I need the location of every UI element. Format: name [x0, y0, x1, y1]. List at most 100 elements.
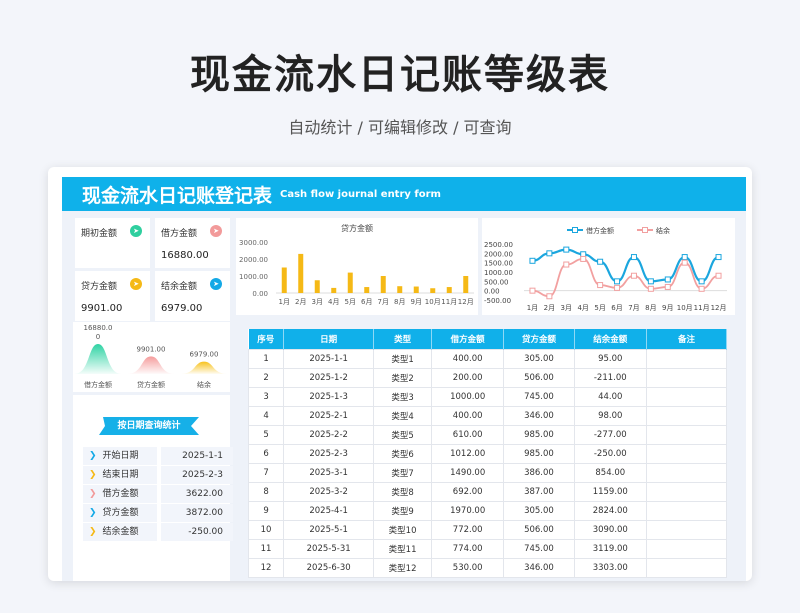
table-cell[interactable] — [646, 443, 727, 464]
table-cell[interactable] — [646, 519, 727, 540]
table-cell[interactable]: 2025-2-3 — [283, 443, 375, 464]
query-title: 按日期查询统计 — [99, 417, 199, 435]
table-cell[interactable]: 1970.00 — [430, 500, 505, 521]
table-cell[interactable]: 1000.00 — [430, 386, 505, 407]
table-cell[interactable]: 2025-1-3 — [283, 386, 375, 407]
table-cell[interactable]: 3 — [247, 386, 285, 407]
table-cell[interactable]: 类型2 — [373, 367, 432, 388]
table-cell[interactable]: 2025-5-1 — [283, 519, 375, 540]
x-tick-label: 7月 — [378, 298, 389, 306]
x-tick-label: 4月 — [577, 304, 588, 312]
table-cell[interactable]: 745.00 — [503, 386, 575, 407]
table-cell[interactable]: 400.00 — [430, 405, 505, 426]
table-cell[interactable]: 1490.00 — [430, 462, 505, 483]
table-cell[interactable]: 1 — [247, 348, 285, 369]
table-cell[interactable]: 610.00 — [430, 424, 505, 445]
table-cell[interactable]: 95.00 — [573, 348, 648, 369]
table-cell[interactable]: 11 — [247, 538, 285, 559]
table-cell[interactable]: 类型12 — [373, 557, 432, 578]
x-tick-label: 1月 — [279, 298, 290, 306]
table-cell[interactable]: 506.00 — [503, 367, 575, 388]
table-cell[interactable]: 305.00 — [503, 500, 575, 521]
table-cell[interactable]: 692.00 — [430, 481, 505, 502]
table-cell[interactable] — [646, 405, 727, 426]
table-cell[interactable]: 4 — [247, 405, 285, 426]
table-cell[interactable]: 1159.00 — [573, 481, 648, 502]
table-cell[interactable]: 530.00 — [430, 557, 505, 578]
table-cell[interactable]: 200.00 — [430, 367, 505, 388]
table-cell[interactable]: 400.00 — [430, 348, 505, 369]
table-cell[interactable]: 44.00 — [573, 386, 648, 407]
table-cell[interactable]: 5 — [247, 424, 285, 445]
table-cell[interactable] — [646, 462, 727, 483]
table-cell[interactable]: 12 — [247, 557, 285, 578]
table-cell[interactable]: -211.00 — [573, 367, 648, 388]
table-cell[interactable]: 类型9 — [373, 500, 432, 521]
table-cell[interactable]: 772.00 — [430, 519, 505, 540]
table-cell[interactable]: 类型4 — [373, 405, 432, 426]
bar — [314, 280, 320, 293]
table-cell[interactable]: 346.00 — [503, 557, 575, 578]
query-value[interactable]: 2025-1-1 — [161, 447, 233, 465]
query-value[interactable]: 3622.00 — [161, 485, 233, 503]
table-cell[interactable]: 506.00 — [503, 519, 575, 540]
table-cell[interactable] — [646, 538, 727, 559]
table-cell[interactable]: 8 — [247, 481, 285, 502]
table-cell[interactable]: 2025-1-2 — [283, 367, 375, 388]
table-cell[interactable]: 2 — [247, 367, 285, 388]
table-cell[interactable]: 2025-6-30 — [283, 557, 375, 578]
table-cell[interactable]: 9 — [247, 500, 285, 521]
table-cell[interactable]: 类型3 — [373, 386, 432, 407]
table-cell[interactable]: 2025-1-1 — [283, 348, 375, 369]
table-cell[interactable]: 类型1 — [373, 348, 432, 369]
query-value[interactable]: 2025-2-3 — [161, 466, 233, 484]
table-cell[interactable]: 305.00 — [503, 348, 575, 369]
table-cell[interactable]: 98.00 — [573, 405, 648, 426]
query-value[interactable]: 3872.00 — [161, 504, 233, 522]
x-tick-label: 8月 — [645, 304, 656, 312]
table-cell[interactable]: 387.00 — [503, 481, 575, 502]
table-cell[interactable]: 774.00 — [430, 538, 505, 559]
table-cell[interactable]: 类型8 — [373, 481, 432, 502]
table-cell[interactable] — [646, 557, 727, 578]
table-cell[interactable]: 2025-3-1 — [283, 462, 375, 483]
table-cell[interactable]: 3090.00 — [573, 519, 648, 540]
table-cell[interactable] — [646, 424, 727, 445]
table-cell[interactable]: 3119.00 — [573, 538, 648, 559]
table-cell[interactable] — [646, 367, 727, 388]
table-cell[interactable]: 745.00 — [503, 538, 575, 559]
y-tick-label: 500.00 — [484, 278, 509, 286]
table-cell[interactable]: -250.00 — [573, 443, 648, 464]
series-line — [532, 248, 719, 283]
table-cell[interactable]: 7 — [247, 462, 285, 483]
table-cell[interactable]: 2025-5-31 — [283, 538, 375, 559]
table-cell[interactable]: 类型6 — [373, 443, 432, 464]
table-cell[interactable]: 2025-2-2 — [283, 424, 375, 445]
table-cell[interactable]: 类型10 — [373, 519, 432, 540]
query-value[interactable]: -250.00 — [161, 523, 233, 541]
table-cell[interactable]: 类型5 — [373, 424, 432, 445]
table-cell[interactable]: 386.00 — [503, 462, 575, 483]
table-cell[interactable]: 854.00 — [573, 462, 648, 483]
table-cell[interactable] — [646, 348, 727, 369]
table-cell[interactable]: 2025-4-1 — [283, 500, 375, 521]
table-cell[interactable]: 6 — [247, 443, 285, 464]
table-cell[interactable]: 2025-3-2 — [283, 481, 375, 502]
table-cell[interactable]: 10 — [247, 519, 285, 540]
table-cell[interactable] — [646, 481, 727, 502]
table-cell[interactable]: 2025-2-1 — [283, 405, 375, 426]
table-cell[interactable]: 类型11 — [373, 538, 432, 559]
table-cell[interactable]: 3303.00 — [573, 557, 648, 578]
table-cell[interactable]: 985.00 — [503, 443, 575, 464]
dashboard-body: 现金流水日记账登记表 Cash flow journal entry form … — [62, 177, 746, 581]
table-cell[interactable]: 2824.00 — [573, 500, 648, 521]
table-cell[interactable]: 985.00 — [503, 424, 575, 445]
table-cell[interactable] — [646, 500, 727, 521]
table-cell[interactable]: 1012.00 — [430, 443, 505, 464]
table-cell[interactable]: -277.00 — [573, 424, 648, 445]
table-cell[interactable] — [646, 386, 727, 407]
table-cell[interactable]: 类型7 — [373, 462, 432, 483]
bar-chart: 贷方金额 0.00 1000.00 2000.00 3000.00 1月 2月 3月 4月 5月 6… — [239, 223, 474, 306]
table-cell[interactable]: 346.00 — [503, 405, 575, 426]
chevron-right-icon: ❯ — [89, 489, 97, 499]
